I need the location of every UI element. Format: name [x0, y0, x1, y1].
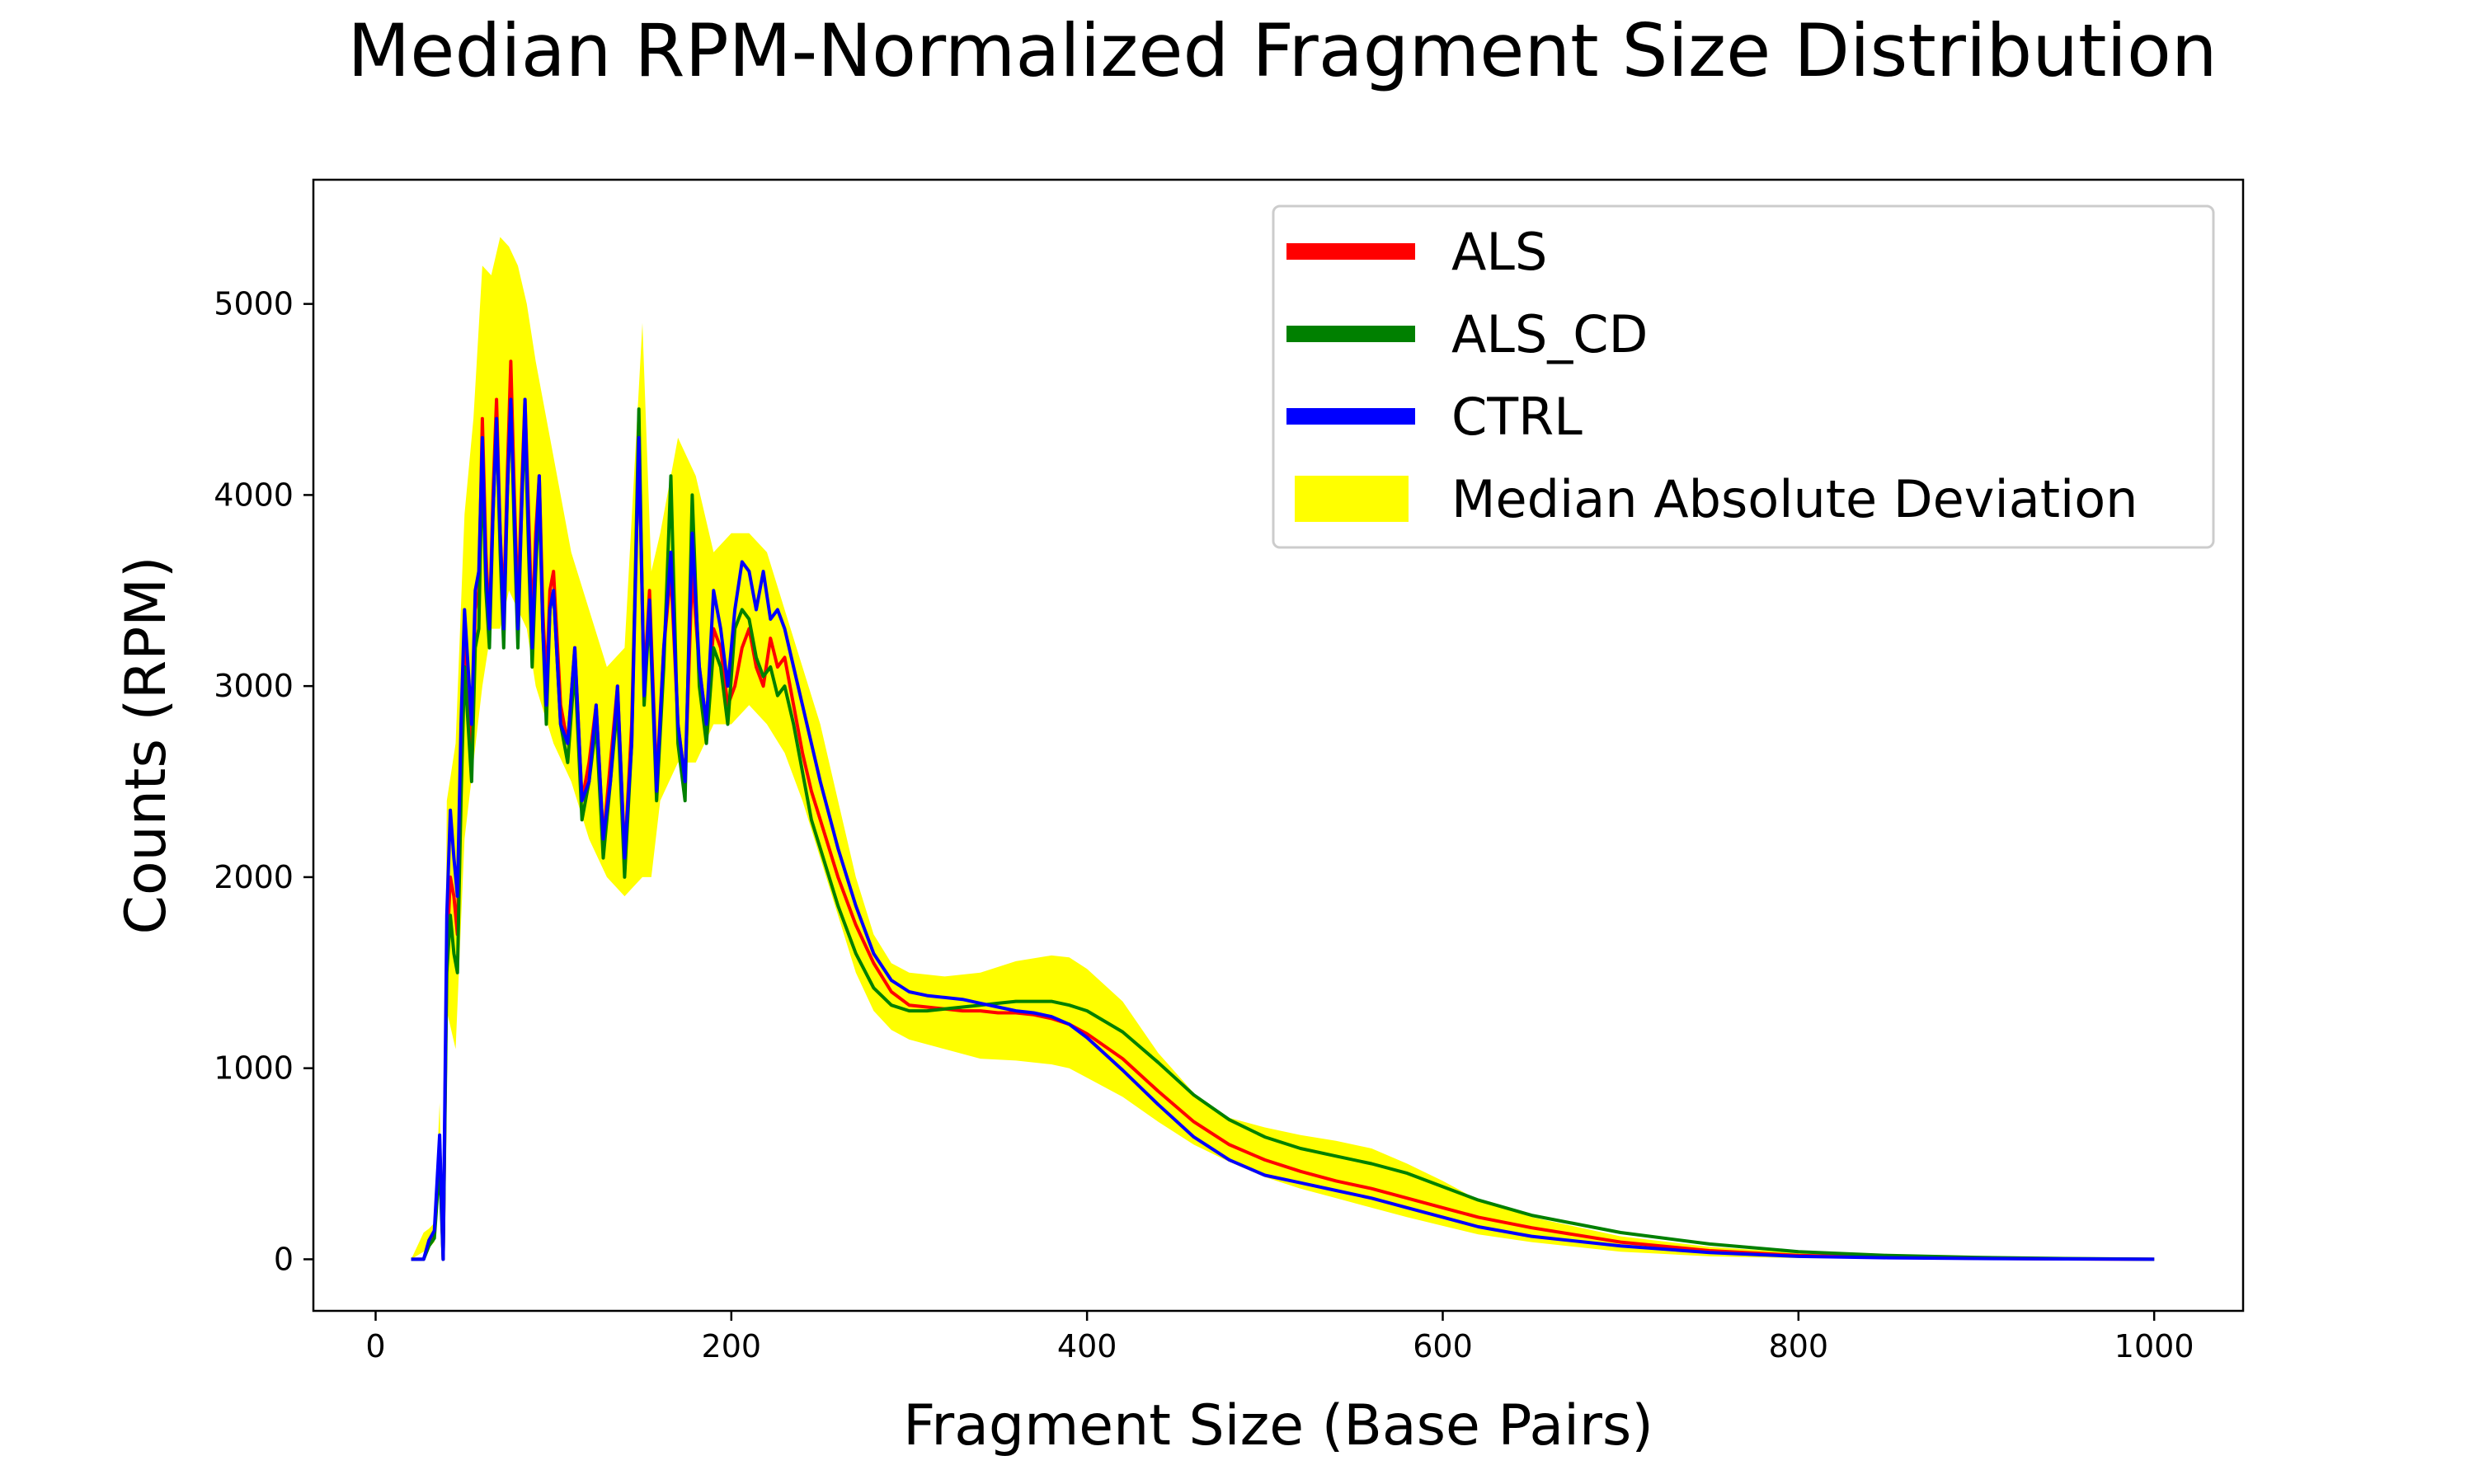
x-tick-label: 200: [702, 1328, 762, 1364]
chart-title: Median RPM-Normalized Fragment Size Dist…: [347, 8, 2217, 93]
x-tick-label: 0: [365, 1328, 385, 1364]
y-tick-label: 2000: [214, 859, 294, 895]
legend: ALS ALS_CD CTRL Median Absolute Deviation: [1272, 204, 2215, 549]
y-tick-label: 3000: [214, 668, 294, 704]
x-tick-label: 800: [1769, 1328, 1829, 1364]
plot-frame: [312, 178, 2245, 1313]
legend-label: ALS: [1451, 222, 1547, 282]
x-tick-label: 1000: [2114, 1328, 2194, 1364]
y-axis: 0 1000 2000 3000 4000 5000: [214, 286, 313, 1277]
y-tick-label: 0: [274, 1241, 294, 1277]
legend-swatch: [1286, 408, 1415, 425]
y-tick-label: 1000: [214, 1050, 294, 1087]
legend-label: Median Absolute Deviation: [1451, 469, 2138, 529]
series-line-ctrl: [411, 397, 2155, 1261]
legend-swatch: [1286, 326, 1415, 342]
series-layer: [411, 359, 2155, 1261]
x-axis-label: Fragment Size (Base Pairs): [903, 1393, 1653, 1458]
legend-frame: [1272, 204, 2215, 549]
y-axis-label: Counts (RPM): [114, 556, 179, 935]
legend-label: CTRL: [1451, 387, 1583, 447]
legend-label: ALS_CD: [1451, 304, 1648, 364]
legend-swatch: [1295, 476, 1409, 522]
legend-swatch: [1286, 243, 1415, 260]
y-tick-label: 5000: [214, 286, 294, 322]
x-tick-label: 400: [1057, 1328, 1117, 1364]
x-axis: 0 200 400 600 800 1000: [365, 1311, 2194, 1364]
legend-items: ALS ALS_CD CTRL Median Absolute Deviation: [1286, 222, 2138, 529]
x-tick-label: 600: [1413, 1328, 1473, 1364]
y-tick-label: 4000: [214, 477, 294, 513]
